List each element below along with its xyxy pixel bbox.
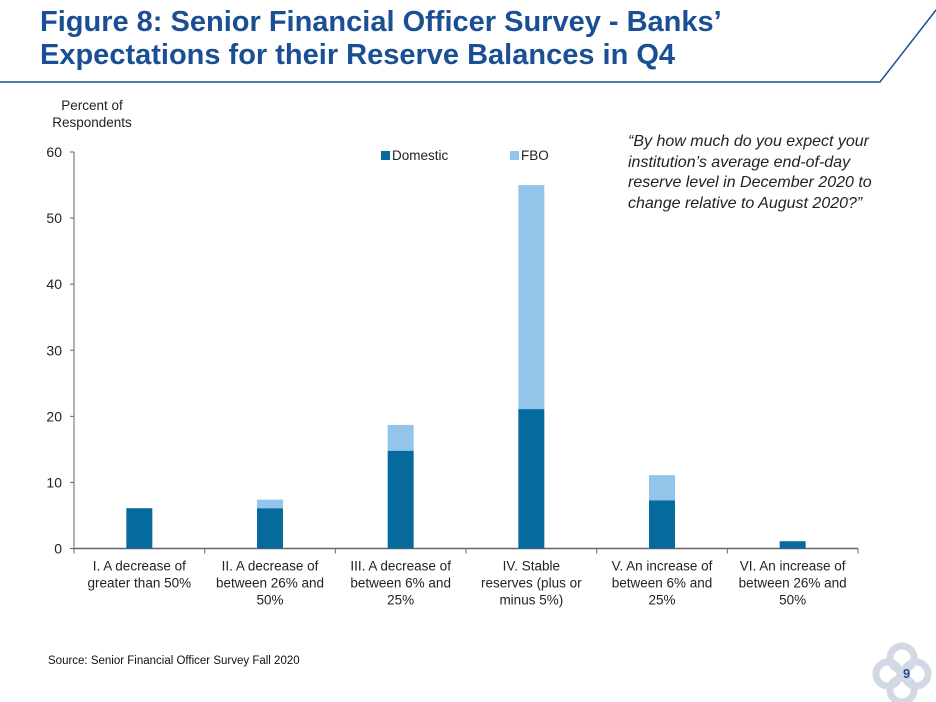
x-tick-label: V. An increase of between 6% and 25% — [612, 559, 713, 608]
x-tick-label: IV. Stable reserves (plus or minus 5%) — [481, 559, 582, 608]
y-axis-label: Percent of Respondents — [52, 98, 132, 130]
y-tick-label: 50 — [46, 210, 62, 226]
y-tick-label: 40 — [46, 276, 62, 292]
page-number: 9 — [903, 666, 911, 681]
slide-title: Figure 8: Senior Financial Officer Surve… — [40, 6, 722, 72]
bar-domestic — [518, 409, 545, 549]
title-line-2: Expectations for their Reserve Balances … — [40, 39, 676, 71]
legend-swatch-fbo — [510, 151, 519, 160]
y-tick-label: 0 — [54, 541, 62, 557]
bar-chart: 0 10 20 30 40 50 60 I. A decrease of greater tha… — [46, 144, 859, 608]
y-tick-label: 20 — [46, 408, 62, 424]
source-note: Source: Senior Financial Officer Survey … — [48, 655, 300, 667]
bar-domestic — [779, 541, 806, 549]
bar-domestic — [649, 500, 675, 549]
legend-label-fbo: FBO — [521, 148, 549, 163]
bar-domestic — [257, 508, 283, 549]
y-tick-label: 30 — [46, 342, 62, 358]
survey-question: “By how much do you expect your institut… — [628, 133, 872, 212]
y-tick-label: 60 — [46, 144, 62, 160]
bar-fbo — [387, 424, 414, 451]
bar-domestic — [387, 450, 414, 549]
title-underline — [0, 9, 936, 83]
bar-domestic — [126, 508, 153, 549]
legend-swatch-domestic — [381, 151, 390, 160]
legend-label-domestic: Domestic — [392, 148, 449, 163]
y-tick-label: 10 — [46, 474, 62, 490]
bar-fbo — [518, 185, 545, 410]
bar-fbo — [649, 475, 675, 501]
title-line-1: Figure 8: Senior Financial Officer Surve… — [40, 6, 722, 38]
x-tick-label: VI. An increase of between 26% and 50% — [739, 559, 847, 608]
x-tick-label: I. A decrease of greater than 50% — [88, 559, 192, 591]
x-tick-label: II. A decrease of between 26% and 50% — [216, 559, 324, 608]
bar-fbo — [257, 499, 283, 509]
x-tick-label: III. A decrease of between 6% and 25% — [350, 559, 451, 608]
logo-icon — [872, 642, 932, 702]
